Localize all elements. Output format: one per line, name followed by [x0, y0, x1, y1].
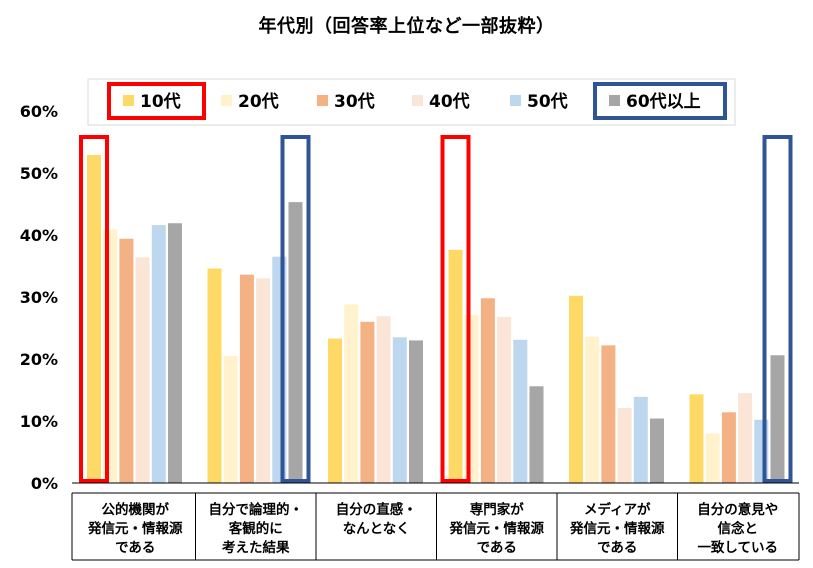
bar-10代-1	[207, 268, 222, 483]
bar-60代以上-4	[650, 418, 664, 483]
x-category-label: 客観的に	[228, 520, 283, 537]
bar-60代以上-5	[770, 355, 785, 483]
bar-40代-0	[135, 257, 150, 483]
legend-label: 50代	[527, 91, 568, 112]
legend-highlight-box	[107, 82, 206, 120]
x-category-label: 考えた結果	[222, 539, 290, 556]
bar-50代-3	[513, 339, 528, 483]
highlight-box	[440, 135, 471, 483]
bar-20代-1	[223, 355, 238, 483]
legend-label: 60代以上	[626, 91, 701, 112]
bar-30代-4	[601, 345, 616, 483]
legend-label: 10代	[140, 91, 181, 112]
y-tick-label: 60%	[20, 102, 58, 121]
x-category-label: 発信元・情報源	[87, 520, 183, 537]
bar-40代-1	[256, 278, 271, 483]
bar-10代-5	[689, 394, 704, 483]
bar-20代-4	[585, 336, 600, 483]
x-category-label: なんとなく	[343, 521, 410, 537]
highlight-box	[79, 135, 109, 483]
bar-50代-2	[392, 337, 407, 483]
bar-60代以上-1	[288, 202, 303, 483]
legend-swatch	[609, 95, 620, 106]
legend-swatch	[317, 95, 328, 106]
x-category-label: である	[115, 540, 155, 556]
bar-40代-2	[376, 316, 391, 483]
y-tick-label: 10%	[20, 412, 58, 431]
legend-swatch	[221, 95, 232, 106]
x-category-label: 発信元・情報源	[569, 520, 665, 537]
bar-40代-5	[738, 393, 753, 483]
bar-50代-0	[151, 225, 166, 483]
bar-10代-4	[569, 295, 583, 483]
legend-highlight-box	[593, 82, 727, 120]
x-category-label: 自分の直感・	[336, 501, 417, 518]
bar-20代-5	[705, 433, 720, 483]
bar-20代-2	[344, 304, 359, 483]
bar-30代-1	[239, 274, 254, 483]
bar-60代以上-2	[409, 340, 423, 483]
y-tick-label: 50%	[20, 164, 58, 183]
legend-label: 30代	[334, 91, 375, 112]
bar-40代-3	[497, 316, 512, 483]
bar-10代-3	[448, 249, 463, 483]
y-tick-label: 40%	[20, 226, 58, 245]
bar-50代-4	[633, 396, 648, 483]
x-category-label: 自分の意見や	[697, 501, 778, 518]
legend-swatch	[412, 95, 423, 106]
bar-10代-2	[328, 338, 342, 483]
bar-30代-3	[480, 298, 495, 483]
y-tick-label: 30%	[20, 288, 58, 307]
bar-30代-2	[360, 321, 375, 483]
legend-swatch	[510, 95, 521, 106]
bar-40代-4	[617, 407, 632, 483]
bar-60代以上-0	[168, 223, 182, 483]
bar-30代-5	[721, 412, 736, 483]
x-category-label: 一致している	[697, 539, 778, 556]
x-category-label: メディアが	[584, 501, 651, 518]
x-category-label: 専門家が	[470, 501, 524, 518]
x-category-label: である	[597, 540, 637, 556]
x-category-label: 発信元・情報源	[449, 520, 545, 537]
x-category-label: 自分で論理的・	[209, 501, 304, 518]
x-category-label: 公的機関が	[102, 501, 170, 518]
bar-60代以上-3	[529, 386, 544, 483]
x-category-label: 信念と	[718, 520, 759, 537]
legend-swatch	[123, 95, 134, 106]
y-tick-label: 0%	[31, 474, 58, 493]
highlight-box	[280, 135, 311, 483]
legend-label: 20代	[238, 91, 279, 112]
y-tick-label: 20%	[20, 350, 58, 369]
chart-title: 年代別（回答率上位など一部抜粋）	[258, 16, 555, 37]
highlight-box	[762, 135, 793, 483]
bar-10代-0	[87, 155, 101, 483]
x-category-label: である	[477, 540, 517, 556]
bar-30代-0	[119, 238, 134, 483]
legend-label: 40代	[429, 91, 470, 112]
